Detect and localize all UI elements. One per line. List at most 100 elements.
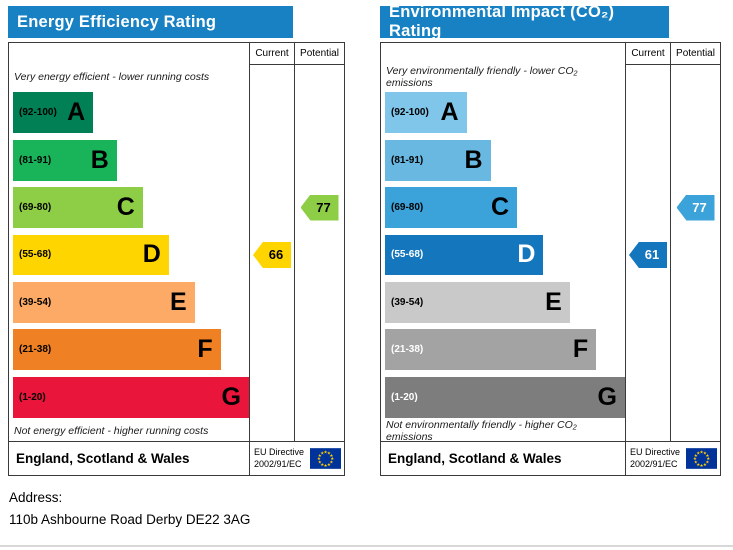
current-slot-a <box>250 89 294 136</box>
band-row-f: (21-38) F <box>13 326 249 373</box>
current-column: 61 <box>625 65 670 441</box>
band-bar-d: (55-68) D <box>13 234 169 276</box>
band-row-c: (69-80) C <box>385 184 625 231</box>
band-bar-e: (39-54) E <box>13 282 195 323</box>
current-slots: 61 <box>626 89 670 421</box>
current-slot-a <box>626 89 670 136</box>
band-bar-b: (81-91) B <box>13 139 117 181</box>
band-letter: E <box>545 287 562 316</box>
current-rating-pointer: 61 <box>629 241 667 268</box>
band-letter: G <box>597 382 617 411</box>
potential-column-header: Potential <box>294 43 344 65</box>
band-row-b: (81-91) B <box>13 136 249 183</box>
eu-flag-icon: ★ ★★★★★★★★★★★ <box>310 448 341 469</box>
potential-rating-pointer: 77 <box>300 194 339 221</box>
chart-title: Energy Efficiency Rating <box>17 12 217 31</box>
band-range-label: (55-68) <box>391 249 424 261</box>
svg-text:★: ★ <box>703 450 707 455</box>
svg-text:★: ★ <box>696 462 700 467</box>
band-bar-c: (69-80) C <box>13 187 143 228</box>
band-letter: A <box>67 98 86 127</box>
band-row-a: (92-100) A <box>385 89 625 136</box>
top-caption: Very energy efficient - lower running co… <box>14 71 210 83</box>
svg-text:★: ★ <box>329 460 333 465</box>
current-slot-f <box>250 326 294 373</box>
band-letter: G <box>221 382 241 411</box>
footer-region-label: England, Scotland & Wales <box>381 441 625 475</box>
band-letter: A <box>440 98 459 127</box>
chart-title: Environmental Impact (CO₂) Rating <box>389 3 615 40</box>
bands-column: Very energy efficient - lower running co… <box>9 65 249 441</box>
potential-slot-d <box>671 231 720 278</box>
potential-slot-e <box>295 279 344 326</box>
corner-cell <box>9 43 249 65</box>
spacer <box>626 421 670 441</box>
svg-text:★: ★ <box>700 449 704 454</box>
band-range-label: (1-20) <box>391 391 418 403</box>
chart-table: Current Potential Very energy efficient … <box>8 42 345 476</box>
band-range-label: (81-91) <box>19 154 52 166</box>
band-range-label: (39-54) <box>19 296 52 308</box>
potential-slot-c: 77 <box>295 184 344 231</box>
band-bar-e: (39-54) E <box>385 282 570 323</box>
svg-text:★: ★ <box>706 456 710 461</box>
band-letter: B <box>464 145 483 174</box>
band-range-label: (1-20) <box>19 391 46 403</box>
svg-text:★: ★ <box>324 463 328 468</box>
chart-title-bar: Environmental Impact (CO₂) Rating <box>380 3 669 40</box>
svg-text:★: ★ <box>703 462 707 467</box>
bottom-caption: Not energy efficient - higher running co… <box>14 425 209 437</box>
eu-directive-line1: EU Directive <box>254 447 305 458</box>
potential-slot-e <box>671 279 720 326</box>
footer-region-label: England, Scotland & Wales <box>9 441 249 475</box>
current-slot-b <box>250 136 294 183</box>
band-letter: C <box>116 193 135 222</box>
footer-directive-cell: EU Directive 2002/91/EC ★ ★ ★ ★ ★ ★ ★ ★ ★ ★ ★ ★ <box>625 441 720 475</box>
svg-text:★: ★ <box>700 463 704 468</box>
eu-directive-text: EU Directive 2002/91/EC <box>254 447 304 470</box>
band-range-label: (39-54) <box>391 296 424 308</box>
svg-text:★: ★ <box>318 460 322 465</box>
eu-directive-line2: 2002/91/EC <box>630 458 678 469</box>
current-slot-d: 61 <box>626 231 670 278</box>
svg-text:★: ★ <box>324 449 328 454</box>
band-bar-a: (92-100) A <box>13 92 94 134</box>
band-bar-g: (1-20) G <box>13 376 249 418</box>
band-row-a: (92-100) A <box>13 89 249 136</box>
band-letter: D <box>142 240 161 269</box>
potential-slot-g <box>295 374 344 421</box>
address-block: Address: 110b Ashbourne Road Derby DE22 … <box>9 490 250 527</box>
spacer <box>671 65 720 89</box>
svg-text:★: ★ <box>320 450 324 455</box>
spacer <box>295 65 344 89</box>
energy-efficiency-chart: Energy Efficiency Rating Current Potenti… <box>8 6 345 476</box>
current-slot-e <box>250 279 294 326</box>
band-letter: D <box>517 240 536 269</box>
band-bar-g: (1-20) G <box>385 376 625 418</box>
spacer <box>250 65 294 89</box>
spacer <box>671 421 720 441</box>
band-range-label: (92-100) <box>19 107 57 119</box>
current-slots: 66 <box>250 89 294 421</box>
band-letter: B <box>90 145 109 174</box>
potential-rating-pointer: 77 <box>676 194 715 221</box>
eu-flag-icon: ★ ★★★★★★★★★★★ <box>686 448 717 469</box>
svg-text:★: ★ <box>327 462 331 467</box>
band-row-b: (81-91) B <box>385 136 625 183</box>
band-letter: F <box>572 335 589 364</box>
potential-slot-d <box>295 231 344 278</box>
current-slot-d: 66 <box>250 231 294 278</box>
potential-slot-g <box>671 374 720 421</box>
eu-directive-line1: EU Directive <box>630 447 681 458</box>
spacer <box>626 65 670 89</box>
svg-text:★: ★ <box>327 450 331 455</box>
chart-table: Current Potential Very environmentally f… <box>380 42 721 476</box>
potential-slots: 77 <box>295 89 344 421</box>
potential-slot-b <box>295 136 344 183</box>
current-slot-f <box>626 326 670 373</box>
band-row-e: (39-54) E <box>13 279 249 326</box>
band-range-label: (21-38) <box>391 344 424 356</box>
band-bar-f: (21-38) F <box>385 329 597 371</box>
current-column-header: Current <box>249 43 294 65</box>
